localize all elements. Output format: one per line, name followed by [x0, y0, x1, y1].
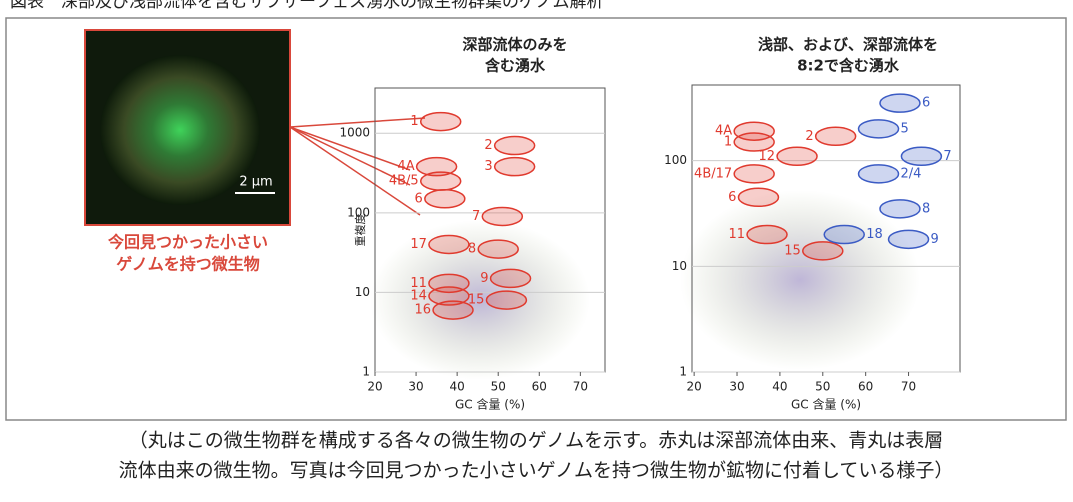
cluster	[777, 147, 817, 165]
cluster-label: 3	[484, 159, 492, 174]
x-tick-label: 20	[367, 380, 382, 394]
x-tick-label: 40	[772, 380, 787, 394]
cluster	[738, 188, 778, 206]
cluster-label: 6	[415, 191, 423, 206]
cluster	[478, 240, 518, 258]
cluster-label: 17	[410, 237, 427, 252]
cluster-label: 2/4	[901, 166, 922, 181]
chart-title: 深部流体のみを	[462, 36, 567, 54]
y-tick-label: 1	[679, 365, 687, 379]
cluster-label: 2	[484, 138, 492, 153]
cluster-label: 14	[410, 289, 427, 304]
caption: 流体由来の微生物。写真は今回見つかった小さいゲノムを持つ微生物が鉱物に付着してい…	[119, 460, 954, 482]
cluster	[880, 94, 920, 112]
x-tick-label: 70	[573, 380, 588, 394]
cluster	[421, 172, 461, 190]
cluster-label: 7	[943, 149, 951, 164]
figure-title: 図表 深部及び浅部流体を含むサブサーフェス湧水の微生物群集のゲノム解析	[10, 0, 603, 12]
cluster	[491, 269, 531, 287]
y-axis-label: 重複度	[353, 214, 367, 247]
photo-caption: 今回見つかった小さい	[107, 233, 268, 252]
cluster-label: 2	[805, 129, 813, 144]
cluster	[859, 120, 899, 138]
x-tick-label: 50	[815, 380, 830, 394]
cluster-label: 7	[472, 209, 480, 224]
cluster	[880, 200, 920, 218]
cluster	[482, 207, 522, 225]
point-cloud	[680, 190, 920, 370]
cluster-label: 16	[414, 303, 431, 318]
x-axis-label: GC 含量 (%)	[455, 397, 525, 412]
cluster	[901, 147, 941, 165]
chart-title: 浅部、および、深部流体を	[758, 36, 938, 54]
photo-caption: ゲノムを持つ微生物	[116, 255, 260, 274]
scale-label: 2 μm	[239, 175, 272, 190]
cluster-label: 11	[728, 227, 745, 242]
cluster	[859, 165, 899, 183]
y-tick-label: 10	[672, 259, 687, 273]
cluster-label: 15	[784, 243, 801, 258]
cluster-label: 9	[480, 271, 488, 286]
cluster-label: 1	[724, 135, 732, 150]
x-tick-label: 50	[491, 380, 506, 394]
cluster	[803, 242, 843, 260]
y-tick-label: 10	[355, 285, 370, 299]
cluster	[824, 226, 864, 244]
cluster-label: 5	[901, 121, 909, 136]
cluster	[425, 190, 465, 208]
cluster	[734, 165, 774, 183]
caption: （丸はこの微生物群を構成する各々の微生物のゲノムを示す。赤丸は深部流体由来、青丸…	[129, 430, 944, 452]
cluster	[816, 127, 856, 145]
cluster	[429, 235, 469, 253]
figure: 図表 深部及び浅部流体を含むサブサーフェス湧水の微生物群集のゲノム解析 2 μm…	[0, 0, 1073, 498]
cluster-label: 8	[922, 201, 930, 216]
y-tick-label: 1000	[339, 126, 370, 140]
x-tick-label: 30	[729, 380, 744, 394]
y-tick-label: 100	[664, 153, 687, 167]
cluster-label: 12	[759, 149, 776, 164]
y-tick-label: 1	[362, 365, 370, 379]
x-tick-label: 60	[532, 380, 547, 394]
cluster	[495, 137, 535, 155]
cluster-label: 18	[866, 227, 883, 242]
x-tick-label: 40	[450, 380, 465, 394]
cluster-label: 4A	[397, 159, 414, 174]
cluster	[495, 158, 535, 176]
photo: 2 μm	[85, 30, 290, 225]
x-axis-label: GC 含量 (%)	[791, 397, 861, 412]
cluster	[747, 226, 787, 244]
cluster	[486, 291, 526, 309]
cluster	[433, 301, 473, 319]
cluster-label: 4B/5	[389, 174, 419, 189]
x-tick-label: 20	[687, 380, 702, 394]
cluster-label: 6	[728, 190, 736, 205]
cluster-label: 6	[922, 96, 930, 111]
x-tick-label: 60	[858, 380, 873, 394]
x-tick-label: 30	[408, 380, 423, 394]
cluster	[889, 230, 929, 248]
cluster-label: 4B/17	[694, 166, 732, 181]
cluster-label: 1	[410, 114, 418, 129]
cluster	[421, 113, 461, 131]
cluster-label: 9	[931, 232, 939, 247]
cell-image	[100, 55, 260, 205]
chart-title: 8:2で含む湧水	[797, 57, 900, 75]
x-tick-label: 70	[901, 380, 916, 394]
chart-title: 含む湧水	[485, 57, 546, 75]
cluster-label: 8	[468, 242, 476, 257]
